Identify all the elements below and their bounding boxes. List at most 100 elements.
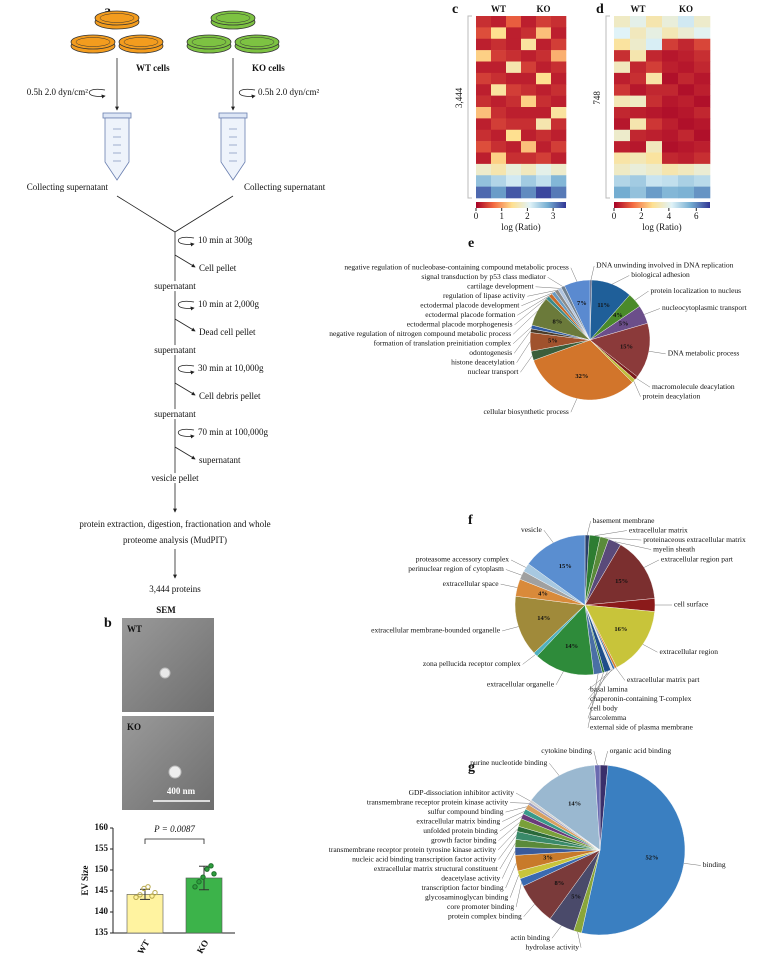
row-label: 3,444 [454,87,464,108]
pie-label: ectodermal placode formation [425,310,515,319]
heat-cell [662,16,679,28]
heat-cell [506,84,522,96]
leader-line [505,569,522,576]
spin-icon [177,236,195,247]
connector [174,318,196,332]
heat-cell [506,95,522,108]
spin-icon [177,428,195,439]
heat-cell [630,118,647,131]
heat-cell [551,16,567,28]
heat-cell [476,38,492,51]
heat-cell [551,175,567,187]
heat-cell [476,72,492,85]
heat-cell [630,129,647,142]
pie-value-label: 32% [575,373,588,380]
pie-label: chaperonin-containing T-complex [590,694,692,703]
heat-cell [694,152,711,165]
heat-cell [630,38,647,51]
pie-value-label: 14% [565,643,578,650]
dish [70,34,116,50]
heat-cell [521,61,537,74]
text-bg [149,473,202,484]
heat-cell [536,50,552,62]
pie-label: core promoter binding [447,902,514,911]
heat-cell [694,186,711,199]
heat-cell [678,27,695,40]
data-point [145,884,151,890]
pie-slice [514,596,586,654]
spin-icon [88,88,106,99]
pie-label: biological adhesion [631,270,690,279]
leader-line [586,520,591,536]
heat-cell [476,16,492,28]
heat-cell [551,129,567,142]
heat-cell [662,61,679,74]
leader-line [611,275,630,285]
pie-value-label: 8% [553,319,563,326]
heat-cell [614,61,631,74]
heat-cell [551,141,567,153]
column-label: KO [536,4,550,14]
step-result: vesicle pellet [151,473,199,483]
heat-cell [694,129,711,142]
pie-label: deacetylase activity [441,873,500,882]
heat-cell [536,72,552,85]
heat-cell [646,72,663,85]
panel-label: c [452,2,458,17]
heat-cell [476,129,492,142]
pie-value-label: 4% [613,312,623,319]
leader-line [498,822,520,841]
heat-cell [662,152,679,165]
heat-cell [551,186,567,199]
pie-label: extracellular region [659,647,718,656]
heat-cell [694,107,711,119]
heat-cell [630,61,647,74]
pie-value-label: 15% [559,563,572,570]
heat-cell [614,175,631,187]
heat-cell [491,16,507,28]
pie-label: DNA unwinding involved in DNA replicatio… [596,261,734,270]
heat-cell [630,84,647,96]
heat-cell [491,107,507,119]
pie-label: negative regulation of nitrogen compound… [329,329,511,338]
sem-particle [159,667,171,679]
heat-cell [694,141,711,153]
spin-label: 30 min at 10,000g [198,363,264,373]
pie-label: extracellular membrane-bounded organelle [371,626,501,635]
shear-label: 0.5h 2.0 dyn/cm² [27,87,88,97]
heat-cell [646,27,663,40]
heat-cell [491,27,507,40]
heat-cell [491,118,507,131]
pie-label: cartilage development [467,282,534,291]
heat-cell [506,175,522,187]
heat-cell [614,84,631,96]
leader-line [513,310,538,335]
data-point [192,884,198,890]
dish-rim [191,37,227,47]
connector [174,382,196,396]
heat-cell [678,107,695,119]
heat-cell [662,186,679,199]
heat-cell [630,141,647,153]
panel-label: e [468,236,474,251]
leader-line [543,530,554,543]
leader-line [587,672,604,719]
heat-cell [476,27,492,40]
column-label: WT [491,4,506,14]
leader-line [634,290,649,301]
sem-title: SEM [156,605,176,615]
heat-cell [491,95,507,108]
leader-line [499,816,523,832]
leader-line [499,843,516,870]
leader-line [644,308,661,315]
analysis-text: protein extraction, digestion, fractiona… [79,519,270,529]
heat-cell [536,95,552,108]
heat-cell [476,61,492,74]
colorbar-tick-label: 6 [694,211,699,221]
dish-rim [123,37,159,47]
pie-slice [581,765,686,936]
pie-label: actin binding [511,933,551,942]
connector [174,446,196,460]
leader-line [523,904,535,917]
